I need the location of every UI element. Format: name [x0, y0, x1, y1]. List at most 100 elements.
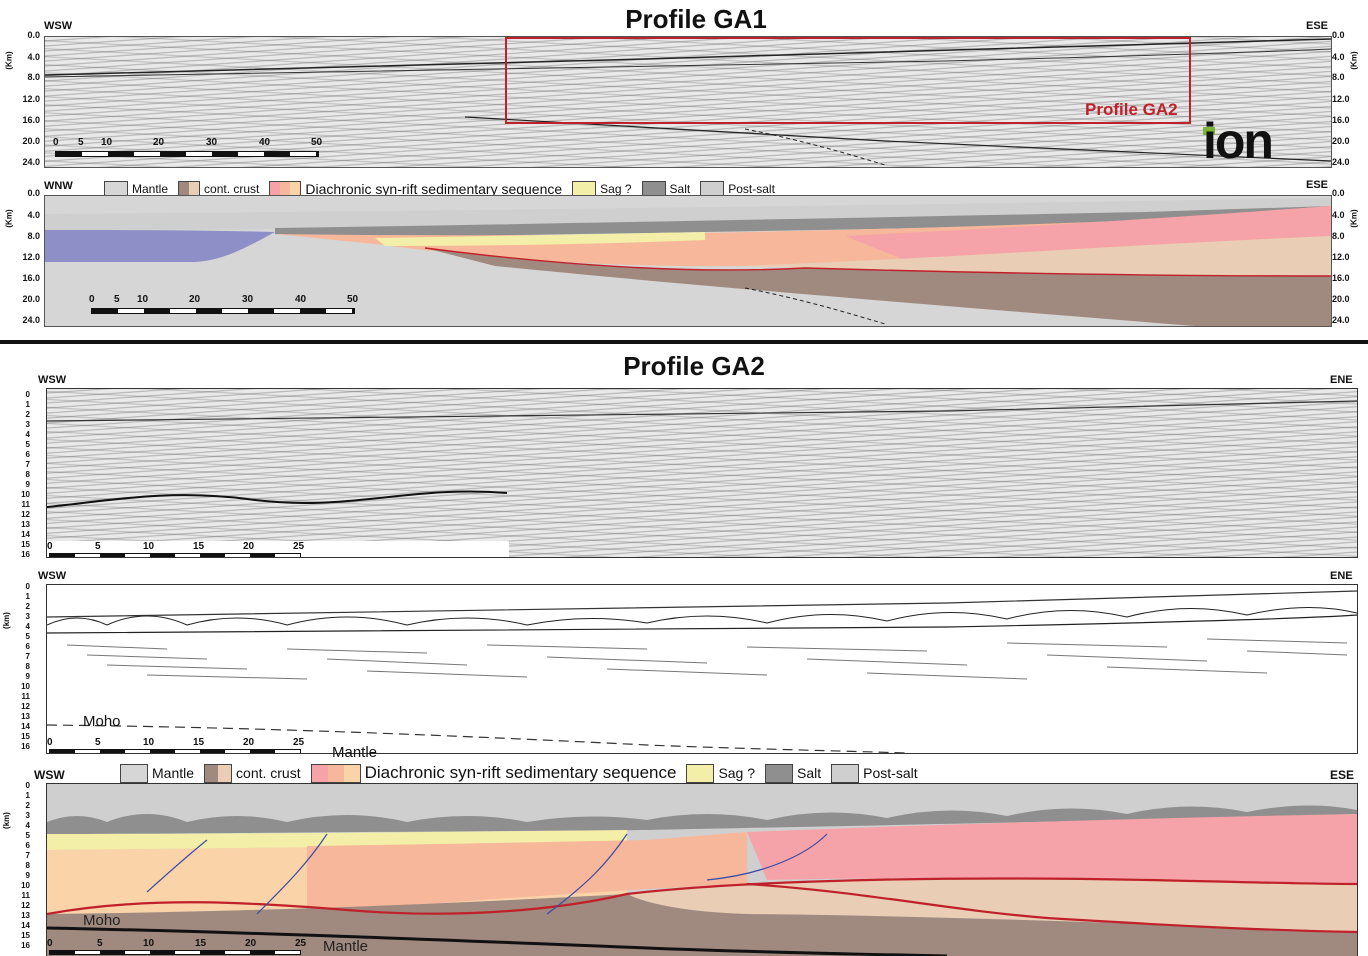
- depth-tick: 24.0: [22, 157, 40, 167]
- moho-dashed: [744, 287, 886, 325]
- depth-tick: 5: [25, 632, 30, 641]
- legend-label: Diachronic syn-rift sedimentary sequence: [364, 763, 677, 782]
- depth-tick: 12: [21, 901, 30, 910]
- ga2-linedraw-svg: [47, 590, 1357, 753]
- legend-postsalt: Post-salt: [700, 181, 775, 197]
- scale-tick: 15: [195, 938, 207, 949]
- depth-tick: 3: [25, 420, 30, 429]
- ga2-linedraw-left-dir: WSW: [38, 570, 67, 582]
- scale-bar-graphic: [55, 151, 319, 157]
- crust-light: [745, 236, 1331, 276]
- ga2-interp-right-dir: ESE: [1330, 768, 1355, 782]
- ga2-seismic-ticks: 0 1 2 3 4 5 6 7 8 9 10 11 12 13 14 15 16: [0, 390, 32, 559]
- seafloor-line: [45, 38, 1331, 76]
- crust-light: [627, 878, 1357, 932]
- ga2-linedraw-mantle-label: Mantle: [332, 744, 378, 761]
- synrift-layer: [275, 206, 1331, 267]
- legend-label: Mantle: [132, 182, 169, 196]
- depth-tick: 20.0: [22, 136, 40, 146]
- salt-layer: [275, 206, 1331, 237]
- depth-tick: 8.0: [1332, 72, 1345, 82]
- legend-label: Mantle: [152, 765, 195, 781]
- scale-tick: 20: [243, 541, 255, 552]
- scale-tick: 20: [243, 737, 255, 748]
- ga1-interp-scale-bar: 0 5 10 20 30 40 50: [89, 294, 359, 316]
- ga1-interp-ticks-left: 0.0 4.0 8.0 12.0 16.0 20.0 24.0: [0, 188, 42, 328]
- legend-mantle: Mantle: [120, 763, 195, 783]
- ga1-seismic-panel: Profile GA2 ion 0 5 10 20 30 40 50: [44, 36, 1332, 168]
- salt-diapir-line: [47, 606, 1357, 626]
- depth-tick: 8: [25, 662, 30, 671]
- legend-swatch: [765, 763, 794, 783]
- legend-swatch: [831, 763, 860, 783]
- scale-tick: 10: [143, 938, 155, 949]
- ga2-linedraw-moho-label: Moho: [83, 713, 121, 730]
- reflector-hatching: [66, 638, 1348, 680]
- depth-tick: 12.0: [22, 252, 40, 262]
- depth-tick: 11: [21, 500, 30, 509]
- depth-tick: 9: [25, 871, 30, 880]
- postsalt-layer: [45, 198, 1331, 230]
- depth-tick: 8: [25, 861, 30, 870]
- depth-tick: 7: [25, 652, 30, 661]
- depth-tick: 1: [25, 592, 30, 601]
- basement-line: [47, 490, 508, 508]
- ga2-linedraw-scale-bar: 0 5 10 15 20 25: [47, 737, 317, 753]
- scale-tick: 15: [193, 737, 205, 748]
- ga2-location-box: [505, 37, 1191, 124]
- depth-tick: 7: [25, 851, 30, 860]
- depth-tick: 11: [21, 692, 30, 701]
- salt-layer: [47, 805, 1357, 834]
- scale-bar-graphic: [49, 749, 301, 753]
- depth-tick: 16.0: [1332, 115, 1350, 125]
- ga2-seismic-left-dir: WSW: [38, 374, 67, 386]
- depth-tick: 0.0: [27, 30, 40, 40]
- depth-tick: 13: [21, 520, 30, 529]
- ga2-interp-scale-bar: 0 5 10 15 20 25: [47, 938, 317, 955]
- legend-postsalt: Post-salt: [831, 763, 918, 783]
- crust-base-red: [47, 877, 1357, 916]
- ga1-interp-right-dir: ESE: [1306, 179, 1329, 191]
- ga2-interp-ticks: 0 1 2 3 4 5 6 7 8 9 10 11 12 13 14 15 16: [0, 781, 32, 950]
- depth-tick: 20.0: [1332, 294, 1350, 304]
- depth-tick: 12: [21, 702, 30, 711]
- synrift-mid: [307, 832, 747, 914]
- depth-tick: 16.0: [1332, 273, 1350, 283]
- ga1-seismic-scale-bar: 0 5 10 20 30 40 50: [53, 137, 323, 159]
- scale-tick: 50: [347, 294, 359, 305]
- fault-blue-2: [256, 833, 328, 915]
- legend-label: Salt: [669, 182, 691, 196]
- scale-tick: 25: [293, 737, 305, 748]
- legend-sag: Sag ?: [686, 763, 755, 783]
- ga2-seismic-svg: [47, 400, 1357, 508]
- scale-tick: 40: [259, 137, 271, 148]
- depth-tick: 12.0: [1332, 252, 1350, 262]
- legend-label: Post-salt: [728, 182, 775, 196]
- scale-tick: 0: [47, 938, 53, 949]
- scale-tick: 20: [153, 137, 165, 148]
- depth-tick: 6: [25, 841, 30, 850]
- seafloor-line: [47, 590, 1357, 618]
- ga2-interp-moho-label: Moho: [83, 912, 121, 929]
- crust-dark: [425, 248, 1331, 326]
- fault-blue-1: [146, 839, 208, 893]
- seafloor-line: [47, 400, 1357, 422]
- depth-tick: 0: [25, 390, 30, 399]
- depth-tick: 20.0: [22, 294, 40, 304]
- ga2-seismic-scale-bar: 0 5 10 15 20 25: [47, 541, 509, 557]
- ga1-seismic-svg: [45, 38, 1331, 166]
- fault-blue-3: [546, 833, 628, 915]
- depth-tick: 4.0: [1332, 52, 1345, 62]
- depth-tick: 14: [21, 530, 30, 539]
- detachment-red: [746, 882, 1357, 934]
- depth-tick: 2: [25, 801, 30, 810]
- depth-tick: 15: [21, 732, 30, 741]
- depth-tick: 8.0: [27, 72, 40, 82]
- ga2-seismic-right-dir: ENE: [1330, 374, 1353, 386]
- depth-tick: 3: [25, 811, 30, 820]
- mantle-exhumed: [45, 230, 275, 262]
- depth-tick: 12.0: [1332, 94, 1350, 104]
- legend-synrift: Diachronic syn-rift sedimentary sequence: [310, 763, 677, 783]
- ion-logo: ion: [1203, 113, 1329, 167]
- basement-outline: [424, 247, 1331, 277]
